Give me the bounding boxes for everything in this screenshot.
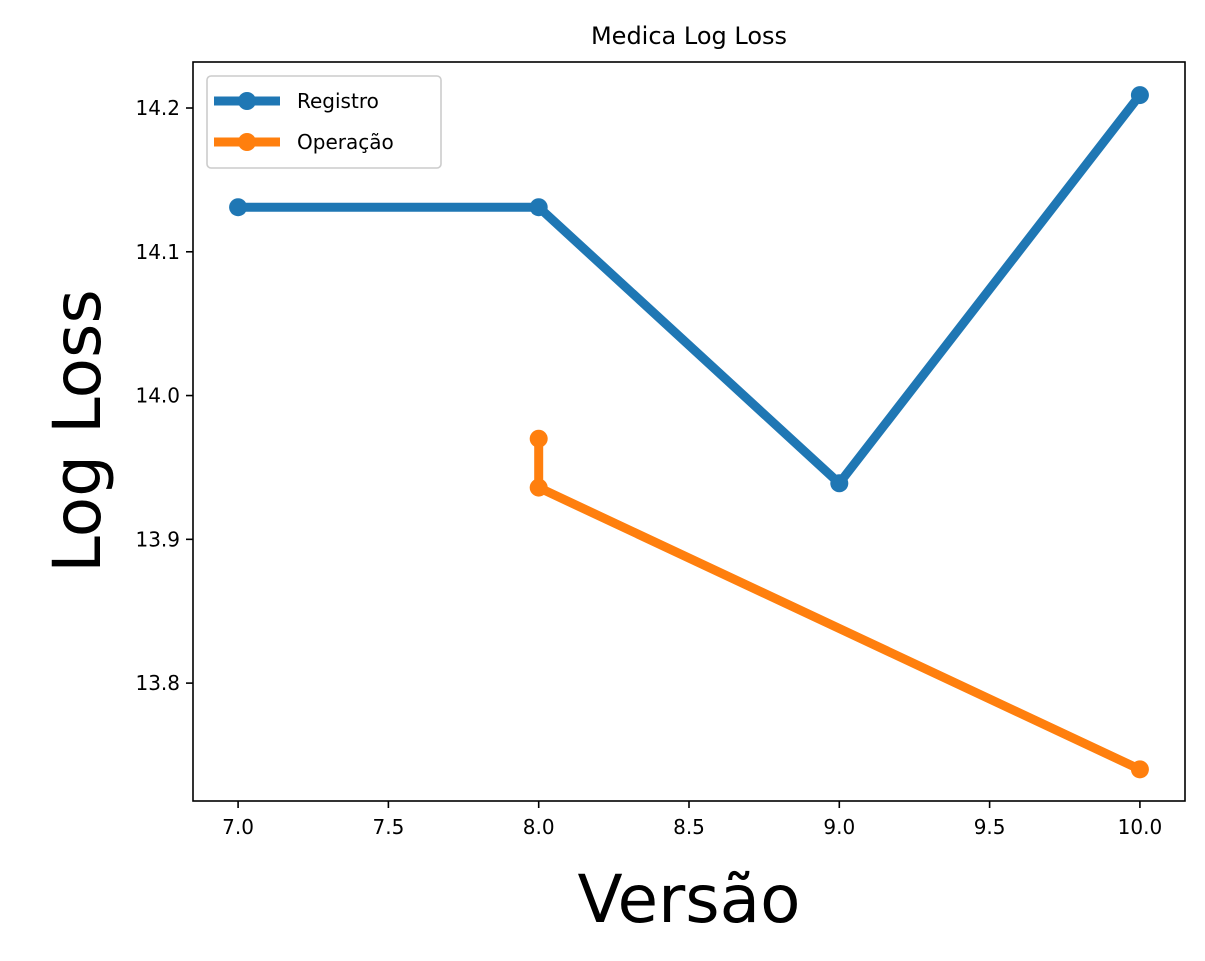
x-tick-label: 8.5 [673, 815, 705, 839]
x-tick-label: 7.5 [372, 815, 404, 839]
series-1-point [830, 474, 849, 493]
chart-title: Medica Log Loss [591, 22, 787, 50]
plot-frame [192, 61, 1186, 802]
series-2-point [529, 478, 548, 497]
series-1-line [238, 92, 1144, 488]
y-tick-label: 14.1 [135, 240, 180, 264]
legend: Registro Operação [206, 75, 442, 169]
series-1-point [229, 198, 248, 217]
x-tick-label: 9.5 [974, 815, 1006, 839]
series-2-point [1130, 760, 1149, 779]
legend-label: Registro [297, 89, 379, 113]
series-layer [229, 86, 1149, 779]
y-axis-label: Log Loss [39, 289, 116, 573]
y-tick-label: 14.0 [135, 384, 180, 408]
series-1-point [529, 198, 548, 217]
x-tick-label: 8.0 [523, 815, 555, 839]
series-1-point [1130, 86, 1149, 105]
legend-swatch-marker [238, 133, 256, 151]
y-tick-label: 13.9 [135, 527, 180, 551]
legend-swatch-marker [238, 92, 256, 110]
x-tick-label: 10.0 [1118, 815, 1163, 839]
x-tick-label: 9.0 [823, 815, 855, 839]
x-axis-ticks: 7.0 7.5 8.0 8.5 9.0 9.5 10.0 [222, 801, 1162, 839]
y-tick-label: 14.2 [135, 96, 180, 120]
x-axis-label: Versão [578, 861, 801, 938]
legend-label: Operação [297, 130, 394, 154]
y-axis-ticks: 13.8 13.9 14.0 14.1 14.2 [135, 96, 193, 695]
y-tick-label: 13.8 [135, 671, 180, 695]
series-2-point [529, 429, 548, 448]
x-tick-label: 7.0 [222, 815, 254, 839]
